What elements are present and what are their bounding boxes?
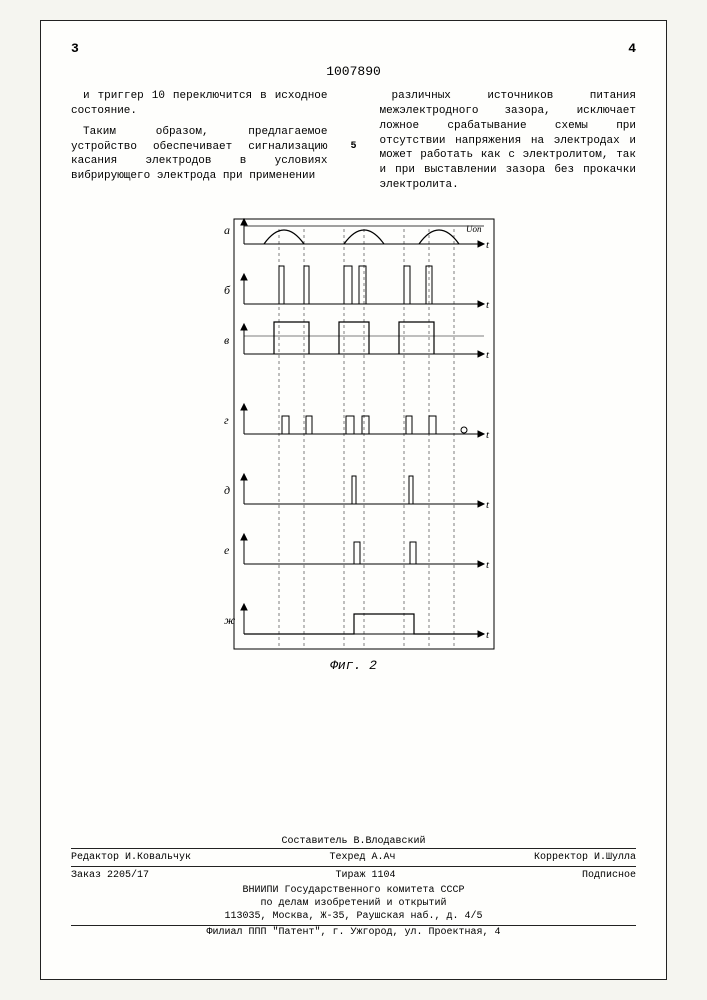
- svg-text:t: t: [486, 499, 490, 511]
- text-columns: и триггер 10 переключится в исходное сос…: [71, 89, 636, 199]
- timing-diagram: tаUопtбtвtгtдtеtж: [204, 214, 504, 654]
- svg-text:Uоп: Uоп: [466, 224, 482, 234]
- footer-tirazh: Тираж 1104: [335, 869, 395, 882]
- footer-org2: по делам изобретений и открытий: [71, 897, 636, 910]
- footer-order: Заказ 2205/17: [71, 869, 149, 882]
- footer-addr1: 113035, Москва, Ж-35, Раушская наб., д. …: [71, 910, 636, 926]
- svg-text:д: д: [224, 483, 230, 497]
- footer-row-1: Редактор И.Ковальчук Техред А.Ач Коррект…: [71, 848, 636, 864]
- figure-2: tаUопtбtвtгtдtеtж Фиг. 2: [71, 214, 636, 673]
- header-pages: 3 4: [71, 41, 636, 56]
- footer-corrector: Корректор И.Шулла: [534, 851, 636, 864]
- svg-text:t: t: [486, 429, 490, 441]
- doc-number: 1007890: [71, 64, 636, 79]
- svg-text:t: t: [486, 239, 490, 251]
- left-column: и триггер 10 переключится в исходное сос…: [71, 89, 328, 199]
- svg-text:в: в: [224, 333, 229, 347]
- svg-text:t: t: [486, 629, 490, 641]
- right-column: различных источников питания межэлектрод…: [380, 89, 637, 199]
- svg-text:t: t: [486, 349, 490, 361]
- figure-caption: Фиг. 2: [71, 658, 636, 673]
- right-p1: различных источников питания межэлектрод…: [380, 89, 637, 193]
- left-p1: и триггер 10 переключится в исходное сос…: [71, 89, 328, 119]
- svg-text:t: t: [486, 299, 490, 311]
- line-marker-col: 5: [348, 89, 360, 199]
- line-marker: 5: [350, 141, 356, 152]
- footer-row-2: Заказ 2205/17 Тираж 1104 Подписное: [71, 866, 636, 882]
- footer-podpisnoe: Подписное: [582, 869, 636, 882]
- left-p2: Таким образом, предлагаемое устройство о…: [71, 125, 328, 184]
- footer-compiler: Составитель В.Влодавский: [71, 835, 636, 848]
- footer-techred: Техред А.Ач: [329, 851, 395, 864]
- svg-text:а: а: [224, 223, 230, 237]
- footer-org1: ВНИИПИ Государственного комитета СССР: [71, 884, 636, 897]
- page-frame: 3 4 1007890 и триггер 10 переключится в …: [40, 20, 667, 980]
- page-right: 4: [628, 41, 636, 56]
- svg-text:г: г: [224, 413, 229, 427]
- svg-text:t: t: [486, 559, 490, 571]
- footer-editor: Редактор И.Ковальчук: [71, 851, 191, 864]
- svg-text:ж: ж: [224, 613, 235, 627]
- footer-block: Составитель В.Влодавский Редактор И.Кова…: [71, 835, 636, 939]
- footer-branch: Филиал ППП "Патент", г. Ужгород, ул. Про…: [71, 926, 636, 939]
- page-left: 3: [71, 41, 79, 56]
- svg-text:б: б: [224, 283, 231, 297]
- svg-text:е: е: [224, 543, 230, 557]
